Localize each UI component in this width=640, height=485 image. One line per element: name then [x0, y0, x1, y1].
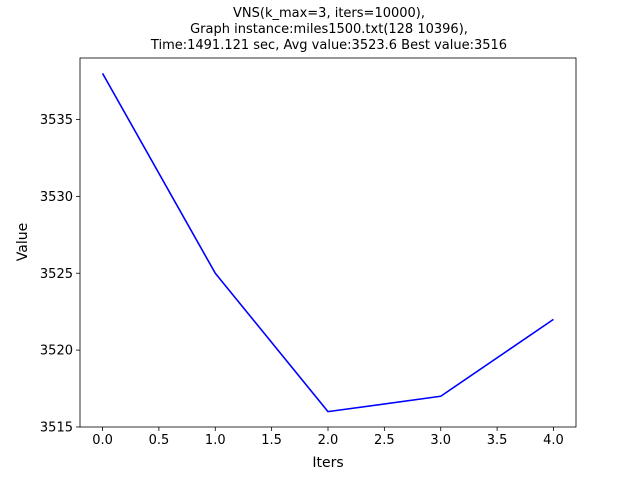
plot-area: 0.0 0.5 1.0 1.5 2.0 2.5 3.0 3.5 4.0 3515 3520 3525 3… — [40, 57, 577, 448]
x-tick-label: 2.5 — [374, 433, 395, 448]
series-line-0 — [101, 72, 554, 413]
chart-title-line-3: Time:1491.121 sec, Avg value:3523.6 Best… — [150, 38, 507, 53]
chart-title: VNS(k_max=3, iters=10000), Graph instanc… — [150, 6, 507, 53]
y-axis-label: Value — [15, 223, 31, 261]
x-tick-label: 0.5 — [149, 433, 170, 448]
x-tick-label: 3.0 — [430, 433, 451, 448]
y-tick-label: 3520 — [40, 344, 73, 359]
y-tick-label: 3515 — [40, 421, 73, 436]
y-tick-label: 3525 — [40, 267, 73, 282]
y-tick-label: 3535 — [40, 113, 73, 128]
chart-title-line-1: VNS(k_max=3, iters=10000), — [233, 6, 425, 21]
x-tick-label: 1.5 — [261, 433, 282, 448]
x-tick-label: 1.0 — [205, 433, 226, 448]
plot-frame — [79, 57, 577, 428]
y-tick-label: 3530 — [40, 190, 73, 205]
x-tick-label: 3.5 — [487, 433, 508, 448]
chart-title-line-2: Graph instance:miles1500.txt(128 10396), — [190, 22, 468, 37]
x-tick-label: 4.0 — [543, 433, 564, 448]
x-axis-label: Iters — [312, 455, 343, 471]
x-tick-label: 2.0 — [318, 433, 339, 448]
x-tick-label: 0.0 — [92, 433, 113, 448]
